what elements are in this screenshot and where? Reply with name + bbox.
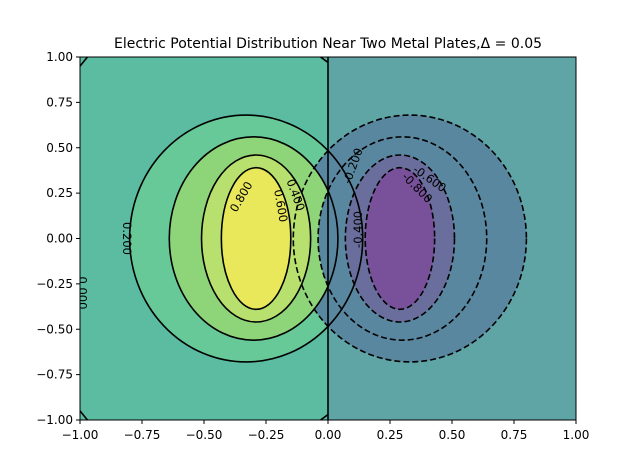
x-tick-label: −1.00 xyxy=(62,428,99,442)
x-tick-label: 0.50 xyxy=(439,428,466,442)
x-tick-label: −0.25 xyxy=(248,428,285,442)
contour-label: 0.200 xyxy=(120,222,134,255)
y-tick-label: 0.25 xyxy=(46,186,73,200)
y-tick-label: 1.00 xyxy=(46,50,73,64)
plate-core-positive xyxy=(241,180,266,297)
x-tick-label: −0.50 xyxy=(186,428,223,442)
zero-contour-center-top xyxy=(320,57,329,64)
contour-label-text: 0.000 xyxy=(75,276,89,309)
chart-title-text: Electric Potential Distribution Near Two… xyxy=(114,36,481,52)
zero-contour-left-bottom xyxy=(80,410,89,420)
x-axis: −1.00 −0.75 −0.50 −0.25 0.00 0.25 0.50 0.75 1.00 xyxy=(62,420,590,442)
y-tick-label: 0.00 xyxy=(46,232,73,246)
contour-lines xyxy=(80,57,528,420)
x-tick-label: 0.25 xyxy=(377,428,404,442)
contour-label: -0.400 xyxy=(351,211,365,248)
y-tick-label: −1.00 xyxy=(36,413,73,427)
contour-line-neg0_2 xyxy=(292,114,528,363)
contour-label-text: 0.200 xyxy=(120,222,134,255)
x-tick-label: 1.00 xyxy=(563,428,590,442)
contour-label: 0.600 xyxy=(271,188,291,223)
x-tick-label: −0.75 xyxy=(124,428,161,442)
contour-line-0_2 xyxy=(128,114,364,363)
chart-title: Electric Potential Distribution Near Two… xyxy=(114,36,542,52)
contour-label: 0.000 xyxy=(75,276,89,309)
zero-contour-left-top xyxy=(80,57,89,67)
y-tick-label: −0.75 xyxy=(36,368,73,382)
svg-text:Electric Potential Distributio: Electric Potential Distribution Near Two… xyxy=(114,36,542,52)
y-tick-label: 0.75 xyxy=(46,95,73,109)
x-tick-label: 0.75 xyxy=(501,428,528,442)
contour-label-text: -0.400 xyxy=(351,211,365,248)
contour-line-neg0_4 xyxy=(317,136,488,341)
x-tick-label: 0.00 xyxy=(315,428,342,442)
contour-line-0_6 xyxy=(200,154,312,323)
y-tick-label: −0.50 xyxy=(36,322,73,336)
contour-line-0_4 xyxy=(168,136,339,341)
contour-line-neg0_8 xyxy=(364,166,436,311)
zero-contour-center-bottom xyxy=(320,413,329,420)
plate-core-negative xyxy=(390,180,415,297)
y-tick-label: −0.25 xyxy=(36,277,73,291)
contour-label-text: 0.600 xyxy=(271,188,291,223)
y-axis: −1.00 −0.75 −0.50 −0.25 0.00 0.25 0.50 0.75 1.00 xyxy=(36,50,80,427)
plot-area: 0.800 0.6000.4000.2000.000-0.200-0.400-0.… xyxy=(75,57,576,420)
contour-line-neg0_6 xyxy=(344,154,456,323)
chart-title-math: Δ = 0.05 xyxy=(481,36,542,52)
contour-line-0_8 xyxy=(220,166,292,311)
y-tick-label: 0.50 xyxy=(46,141,73,155)
